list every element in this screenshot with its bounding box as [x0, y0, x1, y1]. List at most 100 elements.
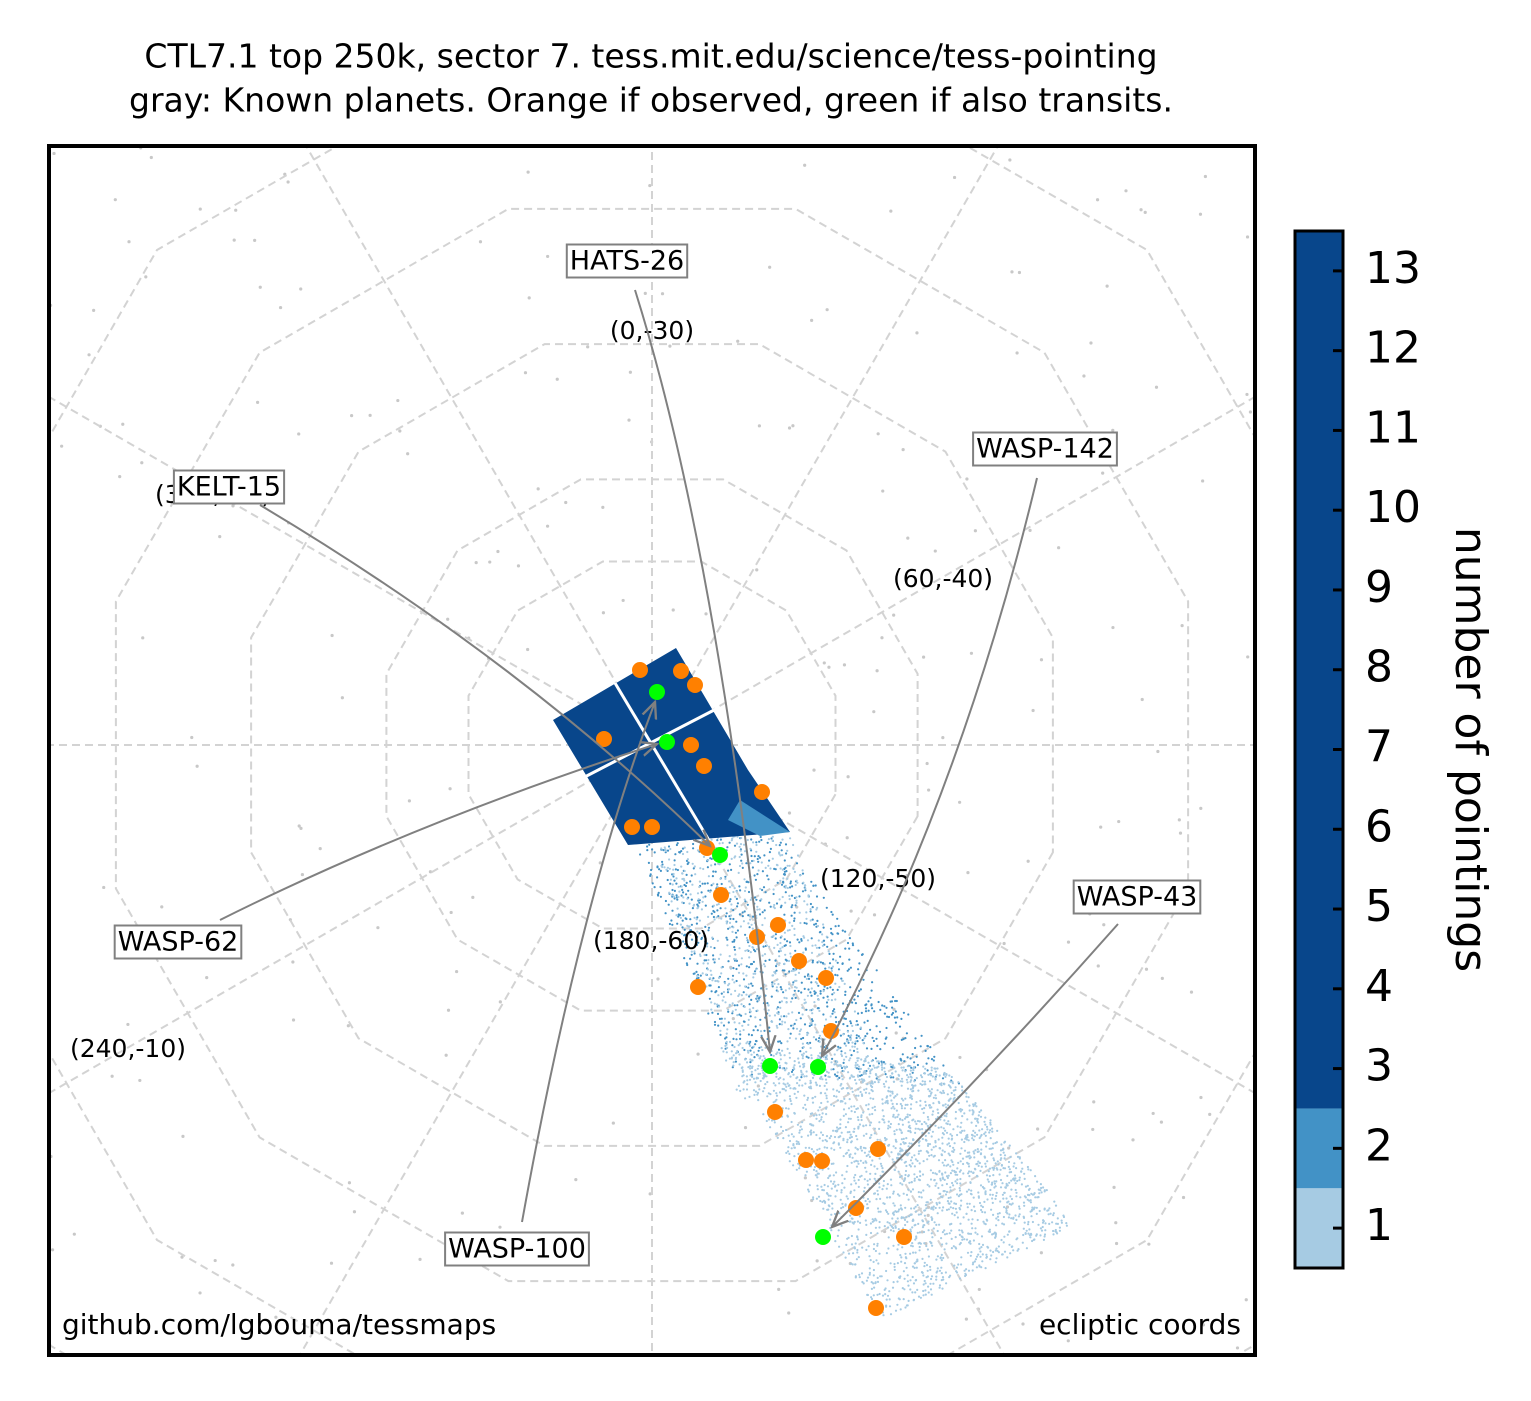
field-star: [739, 925, 743, 928]
field-star: [747, 983, 751, 986]
field-star: [915, 1122, 918, 1125]
field-star: [902, 1066, 905, 1069]
field-star: [845, 1170, 848, 1173]
field-star: [978, 1265, 981, 1268]
field-star: [848, 1154, 851, 1157]
field-star: [958, 1206, 961, 1210]
field-star: [868, 1124, 872, 1127]
field-star: [873, 1105, 876, 1108]
field-star: [973, 1205, 976, 1208]
field-star: [941, 1196, 944, 1199]
known-planet: [927, 788, 931, 792]
field-star: [743, 1048, 746, 1052]
field-star: [871, 1080, 874, 1083]
field-star: [775, 965, 778, 968]
field-star: [817, 960, 821, 963]
field-star: [992, 1142, 995, 1145]
known-planet: [849, 909, 853, 913]
field-star: [883, 1067, 886, 1070]
field-star: [710, 912, 713, 915]
field-star: [947, 1208, 951, 1211]
field-star: [839, 1123, 842, 1126]
field-star: [750, 854, 753, 858]
known-planet: [1203, 174, 1208, 179]
field-star: [833, 991, 836, 994]
field-star: [955, 1266, 959, 1269]
field-star: [1014, 1188, 1017, 1192]
field-star: [801, 1042, 805, 1045]
field-star: [954, 1117, 957, 1120]
field-star: [914, 1131, 917, 1134]
field-star: [844, 990, 847, 993]
field-star: [776, 1051, 779, 1054]
field-star: [934, 1124, 937, 1127]
field-star: [888, 1305, 892, 1308]
field-star: [728, 1057, 732, 1060]
known-planet: [516, 564, 521, 568]
field-star: [796, 854, 800, 857]
field-star: [809, 1046, 812, 1050]
field-star: [773, 907, 776, 910]
field-star: [868, 1113, 871, 1116]
field-star: [809, 1081, 813, 1084]
field-star: [957, 1161, 960, 1164]
annotation-box: [972, 431, 1118, 467]
field-star: [843, 1186, 846, 1189]
field-star: [755, 841, 758, 844]
known-planet: [92, 308, 96, 312]
known-planet: [1131, 1138, 1135, 1142]
field-star: [849, 1022, 853, 1025]
field-star: [786, 849, 789, 852]
known-planet: [1002, 941, 1006, 946]
field-star: [779, 867, 782, 870]
field-star: [873, 1177, 876, 1180]
field-star: [999, 1158, 1002, 1161]
field-star: [680, 885, 683, 888]
field-star: [752, 972, 755, 975]
field-star: [677, 913, 680, 916]
field-star: [922, 1065, 925, 1068]
field-star: [784, 953, 787, 956]
field-star: [983, 1187, 986, 1190]
field-star: [822, 896, 825, 899]
field-star: [983, 1132, 986, 1135]
field-star: [829, 1194, 832, 1197]
field-star: [842, 1023, 845, 1026]
field-star: [857, 1185, 860, 1188]
field-star: [1007, 1165, 1010, 1168]
field-star: [776, 1011, 779, 1015]
field-star: [751, 1075, 754, 1078]
field-star: [794, 973, 797, 976]
field-star: [749, 847, 752, 850]
field-star: [687, 889, 690, 892]
field-star: [816, 906, 819, 910]
field-star: [936, 1067, 939, 1070]
field-star: [949, 1186, 952, 1189]
field-star: [750, 1053, 753, 1056]
known-planet: [1208, 1112, 1212, 1116]
field-star: [986, 1178, 989, 1181]
field-star: [907, 1174, 910, 1177]
field-star: [922, 1189, 925, 1192]
field-star: [690, 953, 693, 956]
field-star: [840, 1224, 843, 1227]
field-star: [775, 863, 779, 867]
field-star: [795, 1027, 799, 1030]
field-star: [857, 1178, 860, 1182]
field-star: [711, 979, 714, 982]
field-star: [1023, 1195, 1026, 1198]
field-star: [1053, 1200, 1056, 1203]
field-star: [816, 1148, 819, 1151]
field-star: [967, 1139, 970, 1142]
field-star: [980, 1266, 983, 1269]
field-star: [1040, 1191, 1043, 1194]
field-star: [812, 884, 815, 887]
field-star: [817, 1172, 820, 1175]
field-star: [848, 1077, 852, 1080]
field-star: [887, 1226, 890, 1229]
field-star: [834, 973, 837, 977]
field-star: [825, 1094, 828, 1097]
field-star: [781, 946, 784, 949]
field-star: [823, 1146, 826, 1149]
field-star: [696, 930, 699, 933]
